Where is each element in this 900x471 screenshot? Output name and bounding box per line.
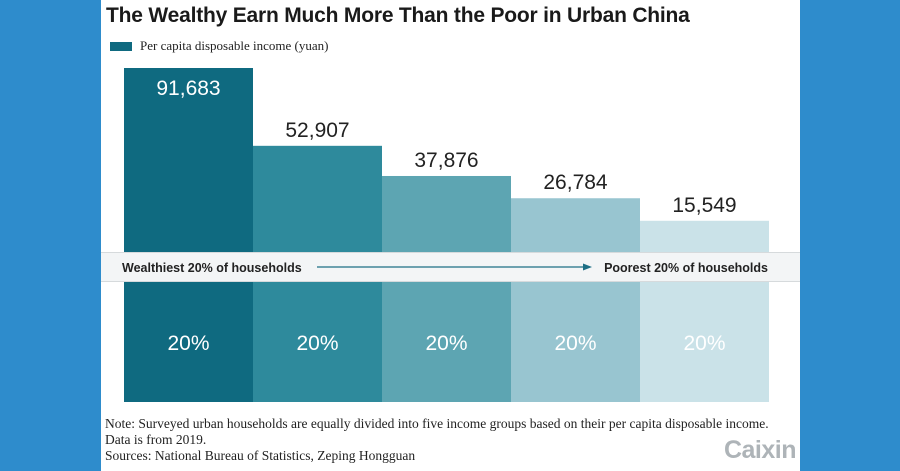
chart-title: The Wealthy Earn Much More Than the Poor… [106,4,690,27]
share-bar [253,282,382,402]
value-label: 91,683 [156,77,220,100]
value-label: 26,784 [543,171,608,194]
legend: Per capita disposable income (yuan) [110,38,328,54]
share-label: 20% [167,332,209,355]
value-label: 15,549 [672,194,736,217]
note-text: Note: Surveyed urban households are equa… [105,416,769,447]
share-label: 20% [554,332,596,355]
share-bar [124,282,253,402]
source-text: Sources: National Bureau of Statistics, … [105,448,416,463]
wealthiest-label: Wealthiest 20% of households [122,261,302,275]
value-label: 52,907 [285,119,349,142]
share-label: 20% [296,332,338,355]
value-label: 37,876 [414,149,478,172]
chart-card: The Wealthy Earn Much More Than the Poor… [101,0,800,471]
share-bar [511,282,640,402]
legend-swatch [110,41,132,51]
income-bar [124,68,253,252]
income-bar [253,145,382,252]
legend-label: Per capita disposable income (yuan) [140,38,329,53]
arrow-head-icon [583,263,592,271]
share-bar [382,282,511,402]
share-bar [640,282,769,402]
poorest-label: Poorest 20% of households [604,261,768,275]
bar-chart: 91,683 20% 52,907 20% 37,876 20% 26,784 20% 15,5… [101,68,800,402]
income-bar [640,220,769,252]
income-bar [511,198,640,252]
income-bar [382,175,511,252]
share-label: 20% [683,332,725,355]
share-label: 20% [425,332,467,355]
caixin-logo: Caixin [723,436,797,464]
